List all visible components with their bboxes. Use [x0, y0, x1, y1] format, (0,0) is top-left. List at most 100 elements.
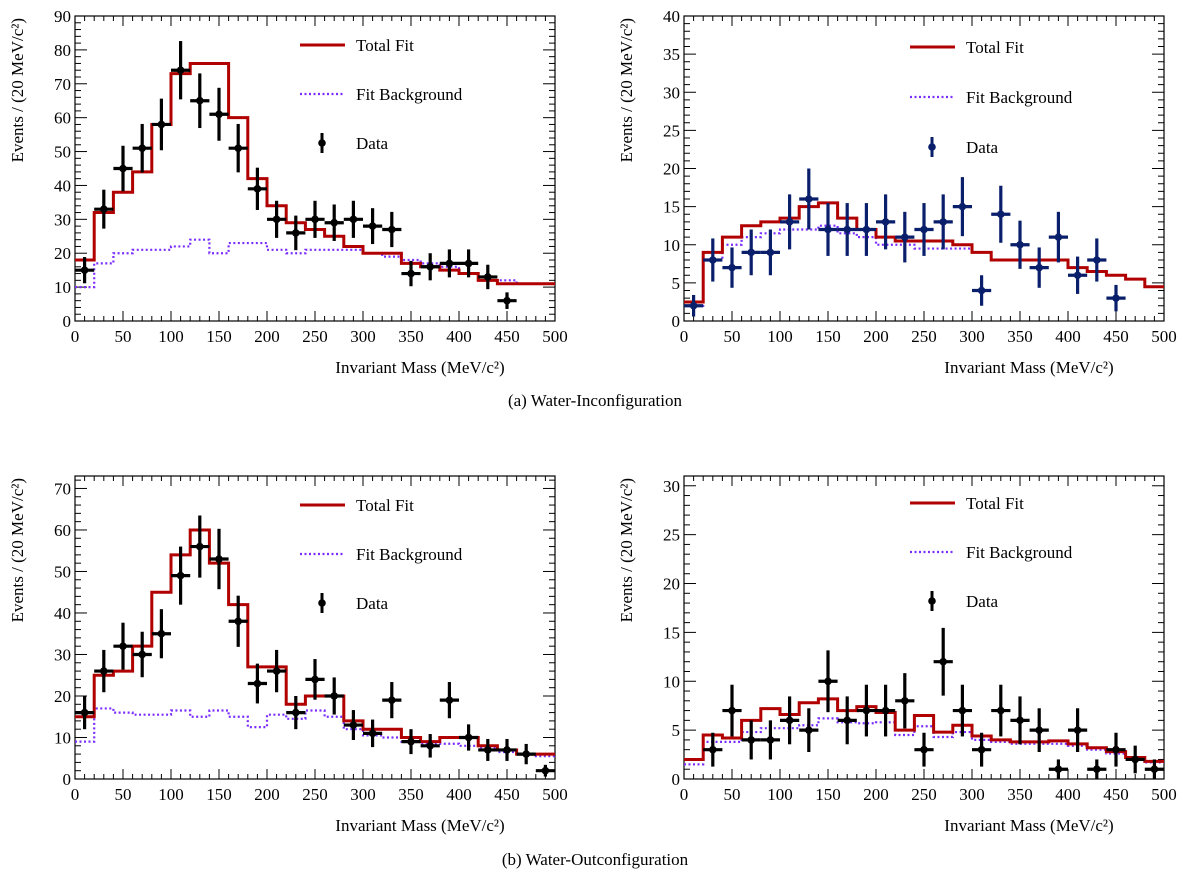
data-marker: [100, 667, 108, 675]
data-marker: [522, 750, 530, 758]
data-marker: [426, 741, 435, 750]
data-point: [132, 123, 152, 173]
data-point: [895, 211, 915, 263]
y-axis-label: Events / (20 MeV/c²): [617, 18, 636, 162]
data-marker: [939, 657, 947, 666]
data-point: [286, 695, 306, 730]
data-point: [420, 253, 440, 281]
y-tick-label: 0: [63, 770, 72, 789]
legend-total-fit-label: Total Fit: [966, 494, 1024, 513]
data-point: [1087, 759, 1107, 779]
legend-data-marker: [928, 143, 936, 151]
x-tick-label: 0: [71, 327, 80, 346]
total-fit-line: [75, 528, 555, 756]
y-tick-label: 0: [672, 770, 681, 789]
y-tick-label: 60: [54, 521, 71, 540]
data-point: [113, 145, 133, 192]
data-marker: [234, 144, 242, 152]
data-point: [94, 189, 114, 229]
data-point: [478, 264, 498, 290]
data-marker: [824, 225, 832, 234]
data-point: [952, 684, 972, 737]
data-point: [684, 294, 704, 317]
y-tick-label: 10: [663, 672, 680, 691]
x-tick-label: 500: [542, 785, 568, 804]
data-point: [363, 719, 383, 748]
data-marker: [1035, 263, 1043, 272]
data-marker: [138, 144, 146, 152]
data-point: [722, 684, 742, 737]
data-point: [171, 41, 191, 100]
x-tick-label: 250: [302, 785, 328, 804]
data-marker: [785, 218, 794, 226]
data-point: [401, 260, 421, 287]
data-point: [247, 663, 267, 704]
data-point: [151, 609, 171, 659]
data-marker: [1054, 765, 1063, 774]
data-marker: [1073, 271, 1082, 280]
y-tick-label: 15: [663, 623, 680, 642]
data-point: [952, 177, 972, 237]
x-tick-label: 200: [254, 327, 280, 346]
data-point: [535, 764, 555, 777]
data-marker: [503, 296, 511, 305]
data-point: [497, 738, 517, 761]
data-marker: [503, 746, 511, 754]
data-point: [1106, 284, 1126, 312]
x-tick-label: 350: [398, 327, 424, 346]
data-point: [324, 204, 344, 241]
data-marker: [1035, 726, 1043, 734]
x-tick-label: 300: [959, 327, 985, 346]
data-point: [75, 695, 95, 730]
data-point: [497, 292, 517, 309]
data-point: [516, 743, 536, 765]
x-tick-label: 400: [1055, 785, 1081, 804]
data-point: [760, 720, 780, 760]
data-point: [363, 208, 383, 245]
x-tick-label: 300: [350, 327, 376, 346]
data-point: [94, 649, 114, 693]
x-tick-label: 250: [911, 327, 937, 346]
x-tick-label: 150: [815, 785, 841, 804]
x-axis-label: Invariant Mass (MeV/c²): [335, 816, 504, 835]
data-point: [209, 87, 229, 141]
data-point: [305, 200, 325, 238]
y-tick-label: 60: [54, 109, 71, 128]
data-marker: [958, 202, 967, 211]
legend-total-fit-label: Total Fit: [356, 36, 414, 55]
y-axis-label: Events / (20 MeV/c²): [8, 478, 27, 622]
data-point: [459, 249, 479, 278]
data-marker: [766, 248, 775, 257]
data-point: [1010, 220, 1030, 269]
data-point: [401, 729, 421, 755]
y-tick-label: 15: [663, 198, 680, 217]
data-point: [1087, 238, 1107, 282]
legend: Total Fit Fit Background Data: [300, 496, 463, 613]
data-point: [818, 650, 838, 713]
y-tick-label: 50: [54, 143, 71, 162]
data-point: [132, 631, 152, 678]
y-tick-label: 30: [54, 210, 71, 229]
data-marker: [464, 733, 473, 742]
data-point: [760, 229, 780, 276]
data-point: [991, 684, 1011, 737]
x-tick-label: 50: [115, 785, 132, 804]
total-fit-line: [684, 201, 1164, 304]
data-marker: [80, 266, 89, 274]
x-tick-label: 0: [680, 327, 689, 346]
x-tick-label: 150: [206, 327, 232, 346]
data-point: [818, 203, 838, 256]
legend-total-fit-label: Total Fit: [356, 496, 414, 515]
x-tick-label: 100: [767, 327, 793, 346]
data-point: [324, 677, 344, 715]
data-marker: [920, 745, 928, 754]
legend-fit-background-label: Fit Background: [966, 543, 1073, 562]
data-point: [1029, 708, 1049, 752]
data-marker: [253, 185, 262, 193]
data-marker: [196, 542, 204, 551]
data-marker: [196, 96, 204, 105]
data-marker: [119, 164, 127, 173]
data-marker: [311, 215, 319, 224]
x-tick-label: 450: [494, 327, 520, 346]
